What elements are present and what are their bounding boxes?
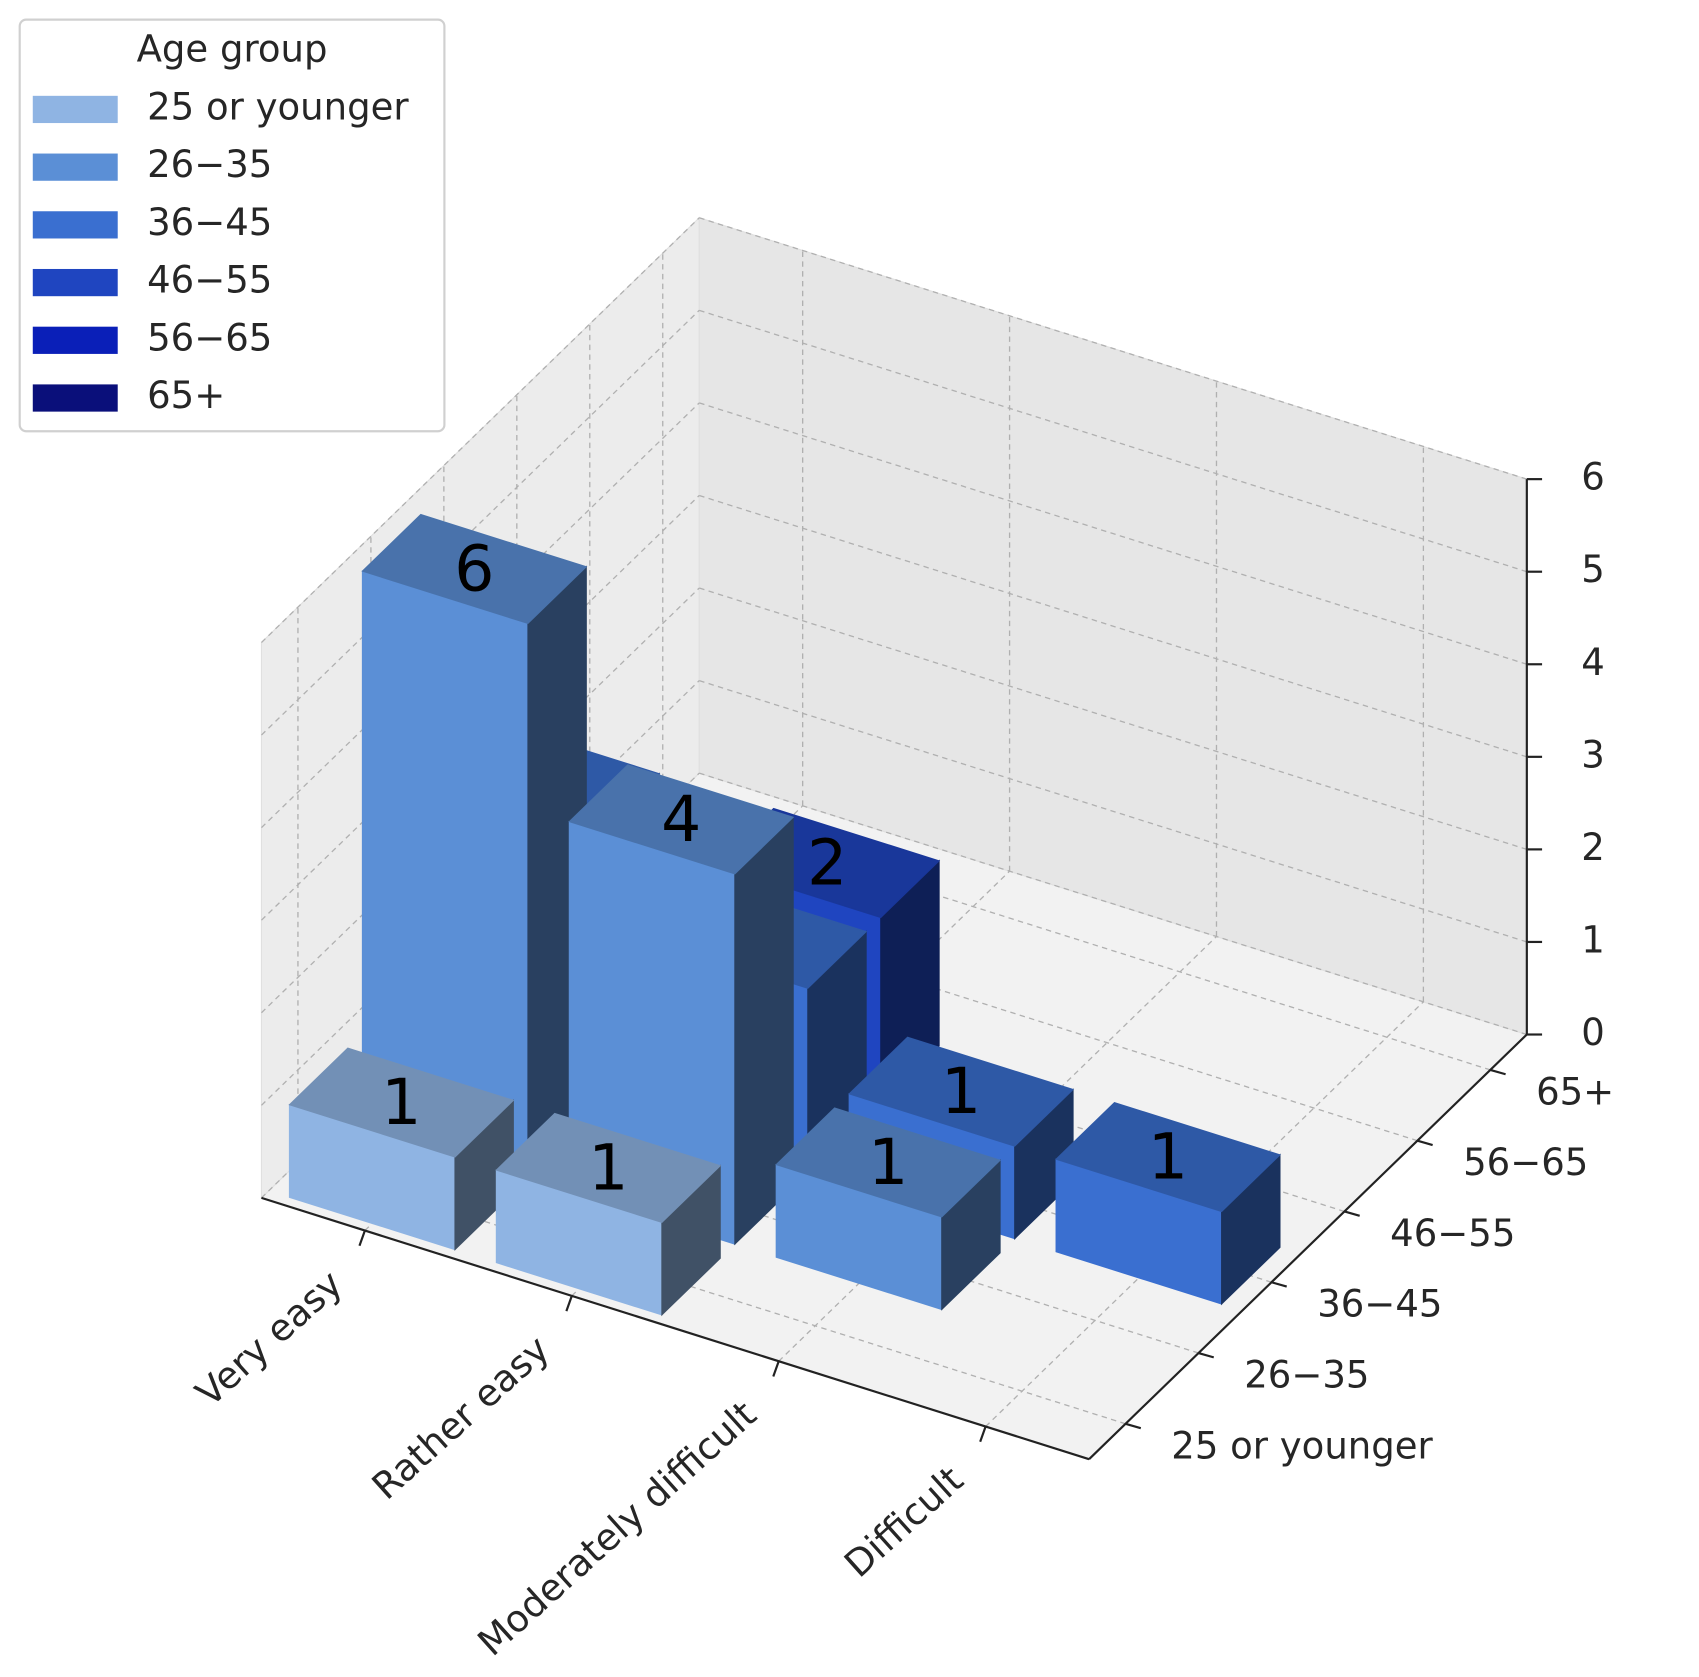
bar-top (1055, 1101, 1282, 1213)
grid-line (699, 217, 1528, 480)
x-tick (358, 1230, 366, 1247)
legend-swatch (32, 211, 118, 239)
x-tick-label: Moderately difficult (470, 1393, 765, 1665)
value-label: 6 (454, 531, 494, 605)
grid-line (261, 309, 700, 736)
grid-line (699, 494, 1528, 758)
y-axis (1088, 1033, 1528, 1460)
legend-label: 46−55 (147, 259, 272, 302)
grid-line (699, 679, 1528, 943)
grid-line (297, 1161, 1126, 1425)
x-tick-label: Very easy (188, 1262, 351, 1415)
value-label: 1 (588, 1130, 628, 1204)
grid-line (699, 587, 1528, 851)
value-label: 1 (941, 1054, 981, 1128)
y-tick-label: 65+ (1536, 1070, 1614, 1113)
x-tick (565, 1295, 573, 1312)
x-tick (772, 1360, 780, 1377)
value-label: 4 (661, 782, 701, 856)
y-tick-label: 26−35 (1244, 1353, 1369, 1396)
legend-swatch (32, 95, 118, 124)
value-label: 2 (807, 825, 847, 899)
y-tick (1271, 1281, 1288, 1288)
legend-swatch (32, 326, 118, 354)
legend-box (18, 18, 446, 433)
z-tick-label: 0 (1581, 1011, 1605, 1054)
grid-line (662, 807, 1491, 1071)
y-tick-label: 56−65 (1463, 1141, 1588, 1184)
z-tick-label: 4 (1581, 641, 1605, 684)
legend-label: 36−45 (147, 201, 272, 244)
legend-label: 26−35 (147, 143, 272, 186)
z-tick-label: 3 (1581, 733, 1605, 776)
z-tick-label: 5 (1581, 548, 1605, 591)
bar-top (495, 1112, 722, 1223)
legend-label: 65+ (147, 374, 225, 417)
value-label: 1 (1148, 1119, 1188, 1193)
grid-line (699, 309, 1528, 573)
y-tick-label: 46−55 (1390, 1212, 1515, 1255)
legend-title: Age group (137, 28, 328, 71)
x-tick-label: Rather easy (364, 1327, 558, 1507)
legend-label: 56−65 (147, 316, 272, 359)
bar-top (568, 764, 795, 875)
legend-swatch (32, 153, 118, 181)
bar-top (848, 1036, 1075, 1147)
z-tick-label: 6 (1581, 456, 1605, 499)
x-tick-label: Difficult (836, 1458, 971, 1586)
bar-top (288, 1047, 515, 1158)
y-tick (1198, 1351, 1215, 1359)
z-tick-label: 2 (1581, 826, 1605, 869)
bar-top (361, 513, 588, 625)
y-tick (1417, 1139, 1433, 1147)
legend-swatch (32, 384, 118, 412)
x-axis (261, 1196, 1090, 1461)
legend: Age group 25 or younger 26−35 36−45 46−55 56−… (18, 18, 446, 433)
y-tick (1125, 1422, 1142, 1430)
x-tick (979, 1426, 987, 1443)
grid-line (589, 878, 1418, 1142)
y-tick (1490, 1068, 1506, 1076)
grid-line (699, 402, 1528, 665)
value-label: 1 (868, 1125, 908, 1199)
z-tick-label: 1 (1581, 918, 1605, 961)
grid-line (699, 772, 1528, 1036)
value-label: 1 (381, 1065, 421, 1139)
grid-line (261, 217, 700, 643)
y-tick-label: 25 or younger (1171, 1424, 1433, 1467)
y-tick (1344, 1210, 1360, 1217)
bar-top (775, 1107, 1002, 1218)
legend-swatch (32, 268, 118, 297)
y-tick-label: 36−45 (1317, 1283, 1442, 1326)
legend-label: 25 or younger (147, 85, 409, 128)
